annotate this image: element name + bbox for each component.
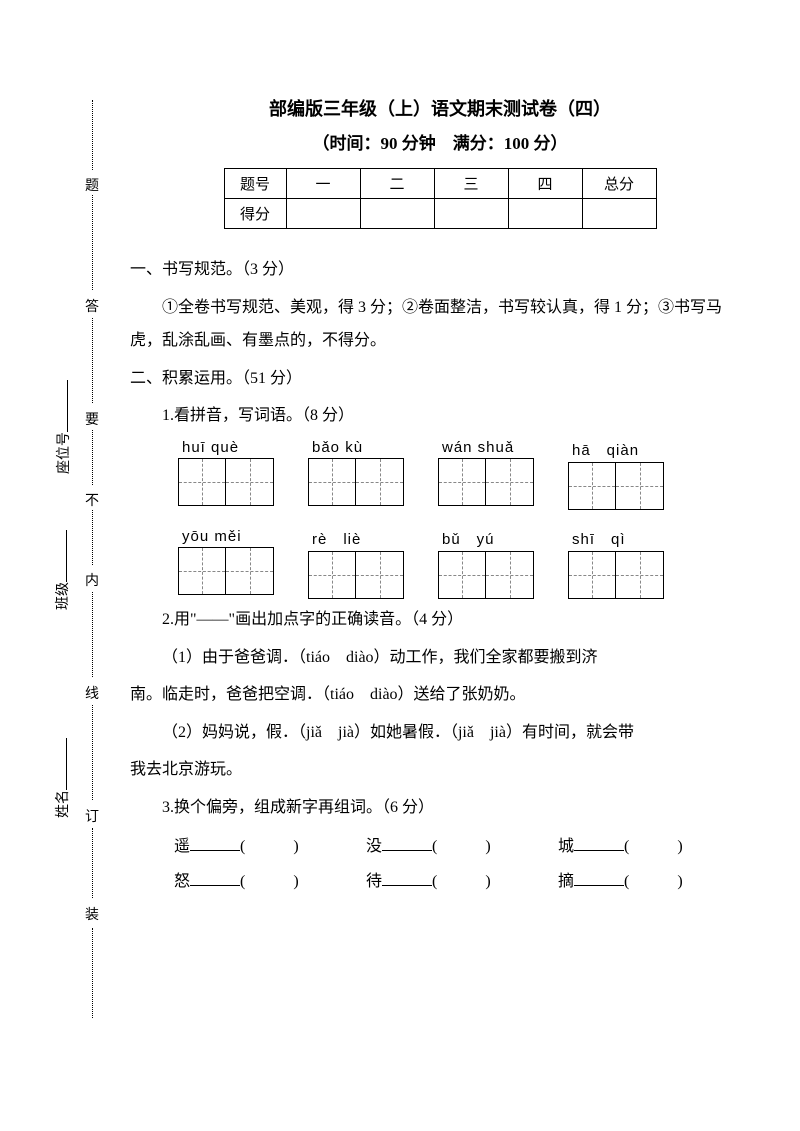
- tianzi-grid[interactable]: [308, 458, 404, 506]
- margin-dotted-3: [92, 318, 93, 403]
- q2-line: 我去北京游玩。: [130, 753, 750, 787]
- cell[interactable]: [360, 199, 434, 229]
- cell: 四: [508, 169, 582, 199]
- pinyin-label: rè liè: [308, 528, 404, 549]
- margin-dotted-5: [92, 510, 93, 565]
- cell: 总分: [582, 169, 656, 199]
- pinyin-label: wán shuǎ: [438, 439, 534, 456]
- radical-char: 摘: [558, 873, 574, 890]
- radical-item[interactable]: 遥( ): [174, 829, 366, 864]
- pinyin-row-2: yōu měi rè liè bǔ yú shī qì: [178, 528, 750, 599]
- radical-item[interactable]: 没( ): [366, 829, 558, 864]
- score-header-row: 题号 一 二 三 四 总分: [224, 169, 656, 199]
- cell[interactable]: [508, 199, 582, 229]
- cell: 三: [434, 169, 508, 199]
- tianzi-grid[interactable]: [308, 551, 404, 599]
- cell[interactable]: [286, 199, 360, 229]
- radical-row-2: 怒( ) 待( ) 摘( ): [174, 864, 750, 899]
- radical-char: 遥: [174, 838, 190, 855]
- cell[interactable]: [582, 199, 656, 229]
- q3-title: 3.换个偏旁，组成新字再组词。（6 分）: [130, 791, 750, 825]
- q1-title: 1.看拼音，写词语。（8 分）: [130, 399, 750, 433]
- q2-title: 2.用"——"画出加点字的正确读音。（4 分）: [130, 603, 750, 637]
- margin-dotted-8: [92, 828, 93, 898]
- section-2-title: 二、积累运用。（51 分）: [130, 362, 750, 396]
- pinyin-group: rè liè: [308, 528, 404, 599]
- cell: 一: [286, 169, 360, 199]
- seat-text: 座位号: [57, 432, 72, 474]
- pinyin-group: shī qì: [568, 528, 664, 599]
- cell: 二: [360, 169, 434, 199]
- q2-line: （1）由于爸爸调．（tiáo diào）动工作，我们全家都要搬到济: [130, 641, 750, 675]
- pinyin-label: yōu měi: [178, 528, 274, 545]
- radical-char: 待: [366, 873, 382, 890]
- seat-label: 座位号: [53, 380, 73, 474]
- radical-item[interactable]: 怒( ): [174, 864, 366, 899]
- tianzi-grid[interactable]: [568, 462, 664, 510]
- radical-item[interactable]: 城( ): [558, 829, 750, 864]
- pinyin-label: hā qiàn: [568, 439, 664, 460]
- score-table: 题号 一 二 三 四 总分 得分: [224, 168, 657, 229]
- tianzi-grid[interactable]: [438, 458, 534, 506]
- section-1-body: ①全卷书写规范、美观，得 3 分；②卷面整洁，书写较认真，得 1 分；③书写马虎…: [130, 291, 750, 358]
- margin-char: 装: [85, 904, 99, 924]
- cell: 题号: [224, 169, 286, 199]
- pinyin-row-1: huī què bǎo kù wán shuǎ hā qiàn: [178, 439, 750, 510]
- margin-dotted-1: [92, 100, 93, 170]
- radical-row-1: 遥( ) 没( ) 城( ): [174, 829, 750, 864]
- exam-title: 部编版三年级（上）语文期末测试卷（四）: [130, 95, 750, 121]
- class-text: 班级: [56, 582, 71, 610]
- pinyin-label: bǎo kù: [308, 439, 404, 456]
- name-text: 姓名: [56, 790, 71, 818]
- tianzi-grid[interactable]: [438, 551, 534, 599]
- tianzi-grid[interactable]: [178, 458, 274, 506]
- radical-char: 没: [366, 838, 382, 855]
- page-content: 部编版三年级（上）语文期末测试卷（四） （时间：90 分钟 满分：100 分） …: [130, 95, 750, 899]
- pinyin-group: wán shuǎ: [438, 439, 534, 510]
- margin-char: 答: [85, 296, 99, 316]
- pinyin-label: huī què: [178, 439, 274, 456]
- margin-dotted-4: [92, 430, 93, 485]
- radical-char: 怒: [174, 873, 190, 890]
- pinyin-group: bǔ yú: [438, 528, 534, 599]
- margin-char: 内: [85, 570, 99, 590]
- pinyin-group: yōu měi: [178, 528, 274, 599]
- margin-dotted-9: [92, 928, 93, 1018]
- q2-line: 南。临走时，爸爸把空调．（tiáo diào）送给了张奶奶。: [130, 678, 750, 712]
- tianzi-grid[interactable]: [178, 547, 274, 595]
- cell[interactable]: [434, 199, 508, 229]
- margin-char: 要: [85, 409, 99, 429]
- q2-line: （2）妈妈说，假．（jiǎ jià）如她暑假．（jiǎ jià）有时间，就会带: [130, 716, 750, 750]
- margin-char: 不: [85, 490, 99, 510]
- margin-dotted-7: [92, 705, 93, 800]
- pinyin-group: bǎo kù: [308, 439, 404, 510]
- radical-item[interactable]: 待( ): [366, 864, 558, 899]
- tianzi-grid[interactable]: [568, 551, 664, 599]
- margin-dotted-6: [92, 592, 93, 677]
- radical-item[interactable]: 摘( ): [558, 864, 750, 899]
- class-label: 班级: [52, 530, 72, 610]
- pinyin-group: huī què: [178, 439, 274, 510]
- margin-char: 题: [85, 175, 99, 195]
- margin-dotted-2: [92, 195, 93, 290]
- exam-subtitle: （时间：90 分钟 满分：100 分）: [130, 129, 750, 154]
- radical-char: 城: [558, 838, 574, 855]
- margin-char: 线: [85, 683, 99, 703]
- pinyin-group: hā qiàn: [568, 439, 664, 510]
- section-1-title: 一、书写规范。（3 分）: [130, 253, 750, 287]
- pinyin-label: shī qì: [568, 528, 664, 549]
- margin-char: 订: [85, 806, 99, 826]
- pinyin-label: bǔ yú: [438, 528, 534, 549]
- cell: 得分: [224, 199, 286, 229]
- name-label: 姓名: [52, 738, 72, 818]
- score-value-row: 得分: [224, 199, 656, 229]
